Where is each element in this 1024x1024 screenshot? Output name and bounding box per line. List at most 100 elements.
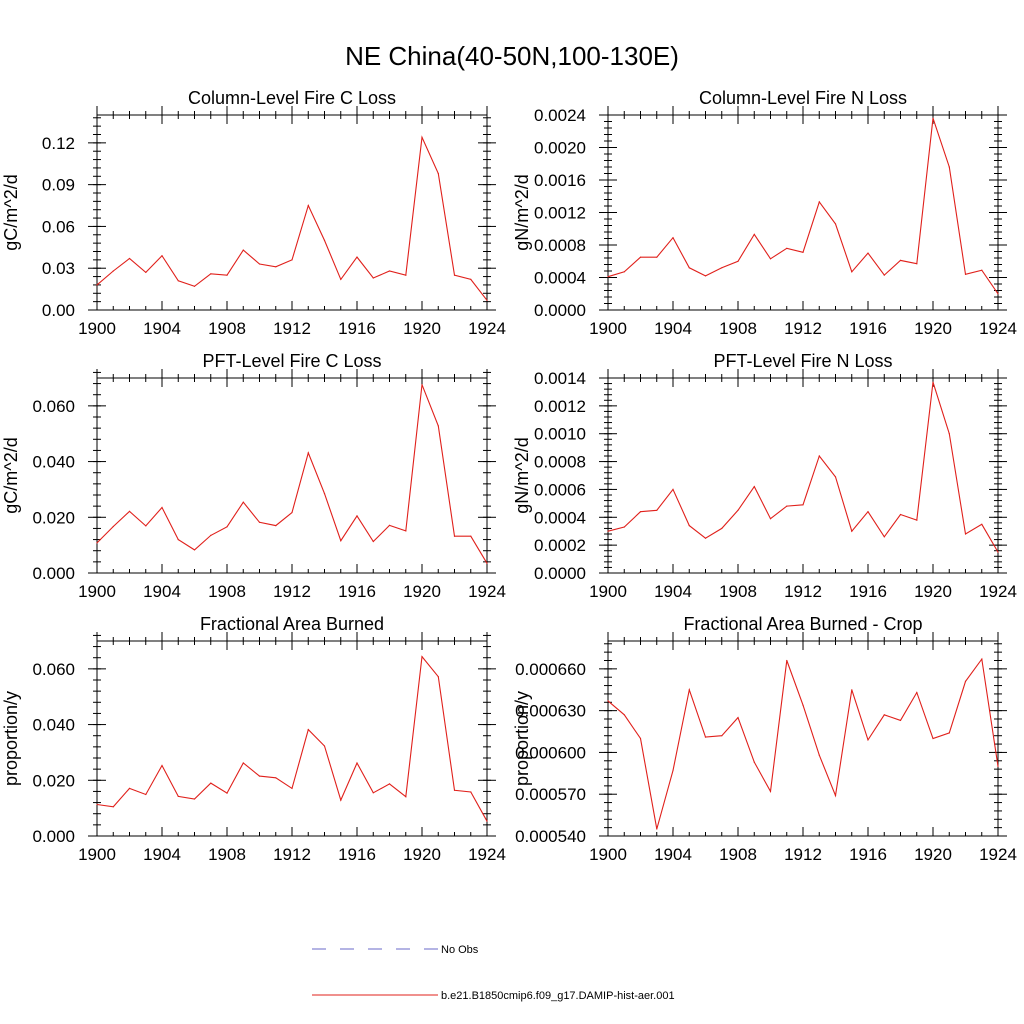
data-point	[867, 252, 869, 254]
x-tick-label: 1908	[208, 582, 246, 601]
y-axis-label: proportion/y	[512, 691, 532, 786]
y-tick-label: 0.000	[32, 827, 75, 846]
data-point	[421, 384, 423, 386]
data-point	[916, 519, 918, 521]
data-point	[258, 521, 261, 523]
data-point	[210, 534, 212, 537]
data-point	[291, 259, 293, 261]
data-point	[948, 732, 950, 734]
data-point	[112, 525, 114, 528]
y-tick-label: 0.0008	[534, 453, 586, 472]
data-point	[226, 526, 228, 528]
chart-panel-3: 1900 1904 1908 1912 1916 1920 1924 0.000 0.020 0.…	[1, 351, 506, 601]
x-tick-label: 1920	[914, 845, 952, 864]
y-tick-label: 0.000600	[515, 743, 586, 762]
data-point	[96, 284, 98, 286]
y-tick-label: 0.040	[32, 453, 75, 472]
y-tick-label: 0.09	[42, 176, 75, 195]
data-point	[704, 275, 707, 277]
y-tick-label: 0.0012	[534, 397, 586, 416]
x-tick-label: 1912	[273, 845, 311, 864]
data-point	[981, 523, 983, 525]
legend: No Obs b.e21.B1850cmip6.f09_g17.DAMIP-hi…	[312, 944, 675, 1002]
data-point	[405, 796, 407, 798]
data-point	[753, 486, 755, 488]
data-point	[948, 166, 950, 168]
panel-title: PFT-Level Fire C Loss	[202, 351, 381, 371]
data-point	[307, 204, 309, 207]
data-point	[964, 680, 967, 683]
x-tick-label: 1924	[979, 845, 1017, 864]
series-line-1	[607, 118, 999, 295]
x-tick-label: 1904	[143, 582, 181, 601]
data-point	[193, 798, 196, 800]
y-tick-label: 0.000570	[515, 785, 586, 804]
data-point	[388, 270, 391, 272]
data-point	[112, 270, 114, 272]
y-tick-label: 0.06	[42, 217, 75, 236]
data-point	[145, 793, 147, 796]
data-point	[753, 761, 755, 763]
data-point	[177, 795, 179, 798]
x-tick-label: 1924	[979, 582, 1017, 601]
data-point	[932, 737, 934, 740]
series-line-1	[607, 657, 999, 830]
data-point	[177, 539, 179, 541]
data-point	[883, 274, 885, 276]
series-line-1	[96, 384, 488, 564]
panel-title: Column-Level Fire N Loss	[699, 88, 907, 108]
data-point	[851, 530, 853, 532]
data-point	[356, 256, 358, 258]
data-point	[470, 791, 472, 793]
y-tick-label: 0.00	[42, 301, 75, 320]
series-line-1	[96, 135, 488, 301]
data-point	[737, 509, 739, 511]
data-point	[96, 542, 98, 544]
x-tick-label: 1916	[849, 582, 887, 601]
data-point	[802, 251, 804, 253]
panel-title: Fractional Area Burned	[200, 614, 384, 634]
y-axis-label: gC/m^2/d	[1, 174, 21, 250]
x-tick-label: 1904	[143, 319, 181, 338]
y-tick-label: 0.000630	[515, 702, 586, 721]
data-point	[161, 764, 163, 767]
data-point	[421, 656, 423, 658]
plot-frame	[96, 640, 488, 837]
data-point	[802, 504, 804, 506]
data-point	[470, 278, 472, 280]
data-point	[623, 714, 625, 716]
data-point	[834, 795, 837, 797]
plot-frame	[607, 377, 999, 574]
data-point	[372, 277, 374, 279]
y-tick-label: 0.0008	[534, 236, 586, 255]
data-point	[210, 782, 212, 784]
x-tick-label: 1908	[208, 319, 246, 338]
data-point	[639, 737, 642, 740]
data-point	[437, 676, 439, 678]
x-tick-label: 1912	[784, 319, 822, 338]
data-point	[769, 790, 772, 793]
x-tick-label: 1920	[914, 582, 952, 601]
plot-frame	[607, 114, 999, 311]
x-tick-label: 1920	[403, 582, 441, 601]
data-point	[193, 549, 196, 551]
y-tick-label: 0.0004	[534, 508, 586, 527]
y-axis-label: proportion/y	[1, 691, 21, 786]
data-point	[834, 223, 837, 225]
y-axis-label: gN/m^2/d	[512, 174, 532, 250]
data-point	[769, 518, 772, 520]
data-point	[340, 540, 342, 542]
data-point	[818, 754, 820, 756]
data-point	[672, 237, 674, 239]
data-point	[704, 736, 707, 738]
data-point	[899, 259, 902, 261]
data-point	[437, 172, 439, 175]
y-tick-label: 0.040	[32, 716, 75, 735]
data-point	[656, 509, 658, 511]
y-axis-label: gN/m^2/d	[512, 437, 532, 513]
x-tick-label: 1900	[78, 319, 116, 338]
data-point	[242, 501, 244, 503]
data-point	[486, 562, 488, 564]
y-tick-label: 0.0014	[534, 369, 586, 388]
